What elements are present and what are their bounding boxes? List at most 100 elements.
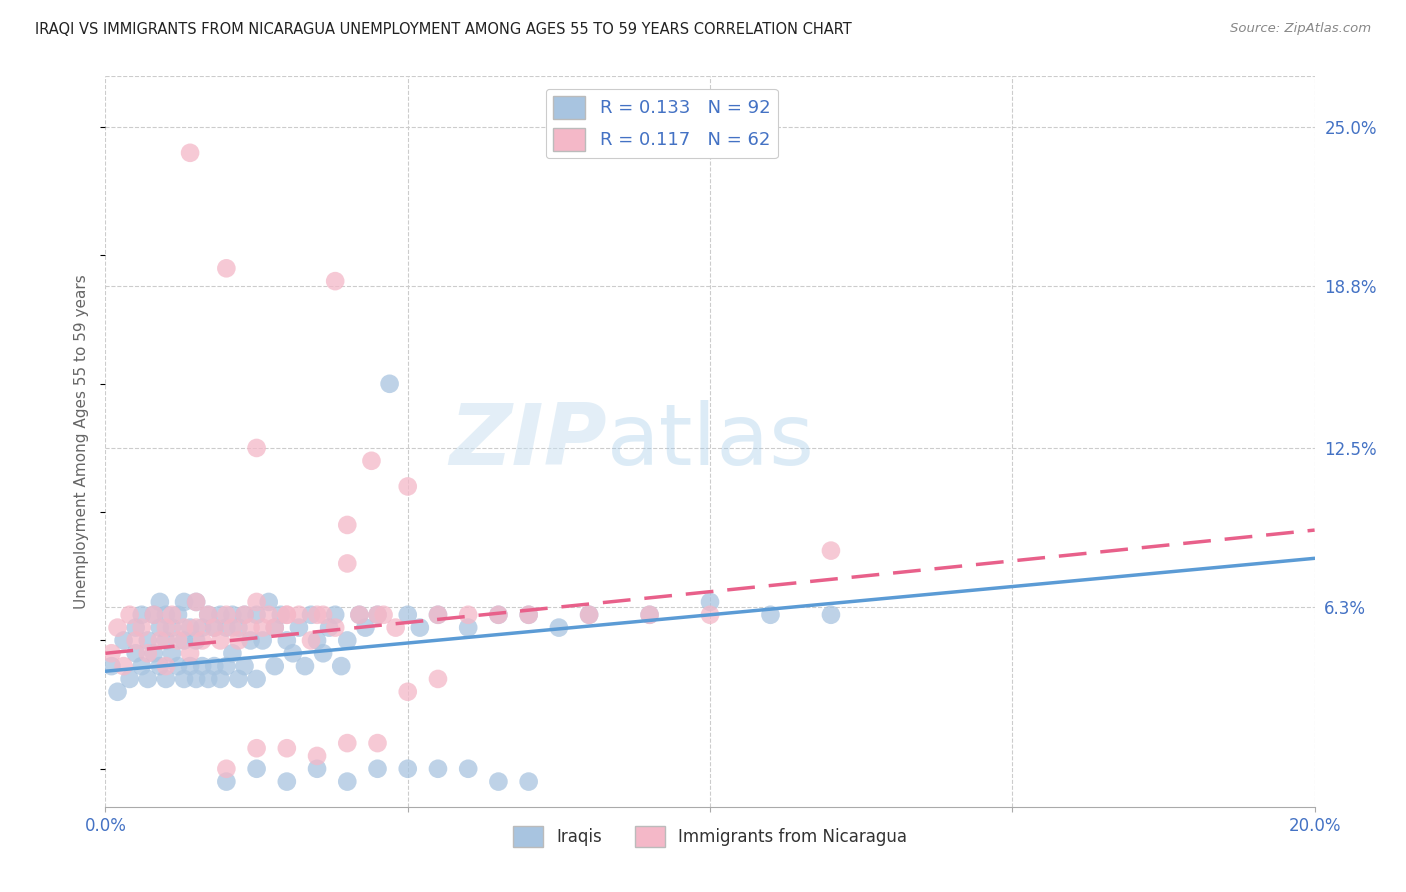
Point xyxy=(202,659,225,673)
Point xyxy=(124,633,148,648)
Point xyxy=(215,659,238,673)
Point xyxy=(517,607,540,622)
Text: atlas: atlas xyxy=(607,400,815,483)
Point xyxy=(221,646,243,660)
Point xyxy=(246,441,269,455)
Point xyxy=(107,685,129,699)
Point xyxy=(228,672,250,686)
Point xyxy=(233,659,256,673)
Point xyxy=(457,607,479,622)
Point xyxy=(299,607,322,622)
Point xyxy=(215,261,238,276)
Point xyxy=(215,774,238,789)
Point xyxy=(155,633,177,648)
Point xyxy=(136,672,159,686)
Point xyxy=(246,762,269,776)
Point xyxy=(396,607,419,622)
Point xyxy=(209,633,232,648)
Point xyxy=(360,454,382,468)
Point xyxy=(349,607,371,622)
Point xyxy=(323,607,346,622)
Point xyxy=(457,762,479,776)
Point xyxy=(118,607,141,622)
Point xyxy=(307,607,329,622)
Point xyxy=(336,774,359,789)
Point xyxy=(107,621,129,635)
Point xyxy=(239,633,262,648)
Point xyxy=(131,659,153,673)
Point xyxy=(191,659,214,673)
Point xyxy=(160,646,183,660)
Point xyxy=(638,607,661,622)
Point xyxy=(427,762,450,776)
Point xyxy=(252,633,274,648)
Point xyxy=(396,685,419,699)
Point xyxy=(488,607,510,622)
Point xyxy=(100,646,122,660)
Point xyxy=(191,621,214,635)
Point xyxy=(276,607,298,622)
Point xyxy=(215,621,238,635)
Point xyxy=(215,607,238,622)
Point xyxy=(246,672,269,686)
Point xyxy=(173,595,195,609)
Point xyxy=(318,621,340,635)
Point xyxy=(209,672,232,686)
Point xyxy=(312,607,335,622)
Point xyxy=(215,762,238,776)
Point xyxy=(263,621,285,635)
Point xyxy=(281,646,304,660)
Point xyxy=(257,607,280,622)
Point xyxy=(336,633,359,648)
Point xyxy=(488,774,510,789)
Point xyxy=(336,736,359,750)
Point xyxy=(100,659,122,673)
Point xyxy=(136,633,159,648)
Point xyxy=(191,633,214,648)
Point xyxy=(228,621,250,635)
Point xyxy=(330,659,353,673)
Point xyxy=(578,607,600,622)
Point xyxy=(276,741,298,756)
Point xyxy=(517,774,540,789)
Point xyxy=(233,607,256,622)
Point xyxy=(276,774,298,789)
Point xyxy=(131,607,153,622)
Point xyxy=(142,607,165,622)
Point xyxy=(427,672,450,686)
Point xyxy=(228,633,250,648)
Point xyxy=(173,672,195,686)
Point xyxy=(124,621,148,635)
Point xyxy=(246,595,269,609)
Point xyxy=(160,607,183,622)
Text: Source: ZipAtlas.com: Source: ZipAtlas.com xyxy=(1230,22,1371,36)
Point xyxy=(246,607,269,622)
Point xyxy=(307,748,329,763)
Point xyxy=(186,595,208,609)
Point xyxy=(112,659,135,673)
Legend: Iraqis, Immigrants from Nicaragua: Iraqis, Immigrants from Nicaragua xyxy=(506,819,914,854)
Point xyxy=(336,557,359,571)
Point xyxy=(149,595,172,609)
Point xyxy=(233,607,256,622)
Point xyxy=(155,659,177,673)
Point xyxy=(396,479,419,493)
Point xyxy=(299,633,322,648)
Point xyxy=(179,621,201,635)
Point xyxy=(294,659,316,673)
Point xyxy=(179,646,201,660)
Point xyxy=(155,672,177,686)
Point xyxy=(186,621,208,635)
Point xyxy=(186,672,208,686)
Point xyxy=(202,621,225,635)
Point xyxy=(820,607,842,622)
Point xyxy=(197,672,219,686)
Point xyxy=(239,621,262,635)
Point xyxy=(517,607,540,622)
Point xyxy=(354,621,377,635)
Point xyxy=(118,672,141,686)
Point xyxy=(366,762,388,776)
Point xyxy=(257,595,280,609)
Point xyxy=(252,621,274,635)
Point xyxy=(378,376,401,391)
